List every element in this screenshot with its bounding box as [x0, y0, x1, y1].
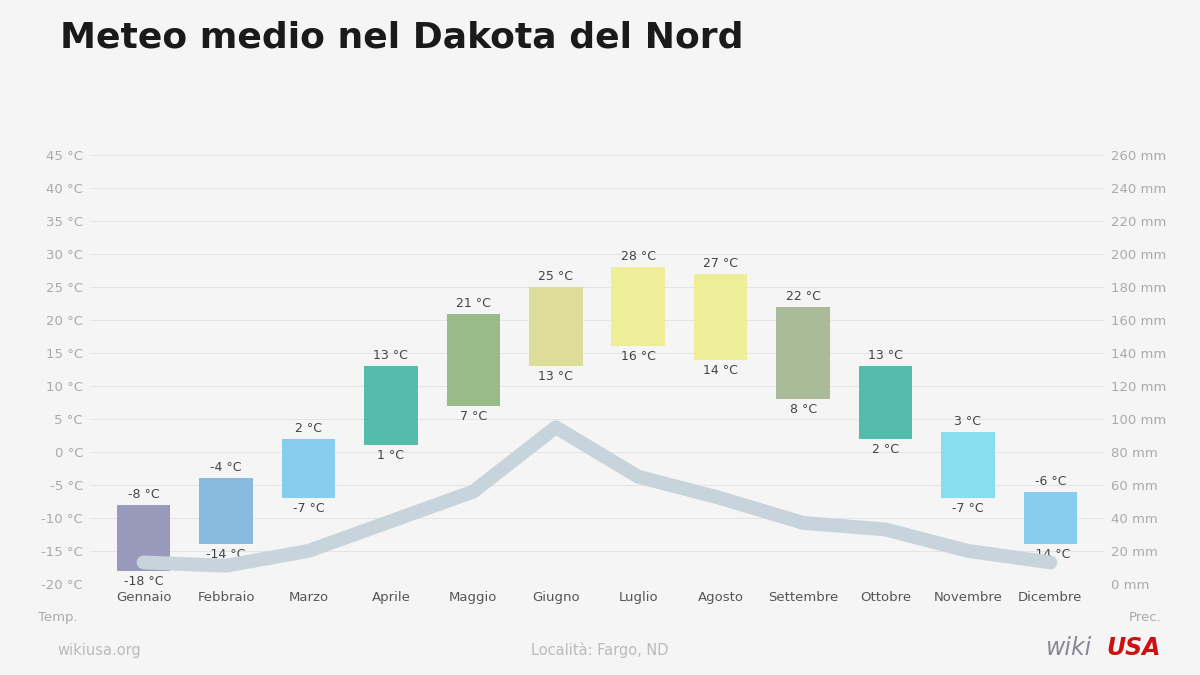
- Text: 2 °C: 2 °C: [872, 443, 899, 456]
- Bar: [1024, 491, 1078, 544]
- Text: 8 °C: 8 °C: [790, 403, 817, 416]
- Text: -7 °C: -7 °C: [952, 502, 984, 515]
- Bar: [282, 439, 335, 498]
- Text: 2 °C: 2 °C: [295, 422, 322, 435]
- Bar: [776, 307, 830, 399]
- Bar: [694, 274, 748, 360]
- Text: Località: Fargo, ND: Località: Fargo, ND: [532, 642, 668, 658]
- Text: -14 °C: -14 °C: [206, 548, 246, 562]
- Bar: [199, 479, 253, 544]
- Text: 13 °C: 13 °C: [539, 370, 574, 383]
- Text: wikiusa.org: wikiusa.org: [58, 643, 142, 658]
- Text: 3 °C: 3 °C: [954, 415, 982, 428]
- Text: 25 °C: 25 °C: [539, 270, 574, 284]
- Text: Meteo medio nel Dakota del Nord: Meteo medio nel Dakota del Nord: [60, 20, 744, 54]
- Text: -14 °C: -14 °C: [1031, 548, 1070, 562]
- Bar: [446, 313, 500, 406]
- Text: 13 °C: 13 °C: [868, 349, 902, 362]
- Text: 28 °C: 28 °C: [620, 250, 655, 263]
- Text: 22 °C: 22 °C: [786, 290, 821, 303]
- Text: -18 °C: -18 °C: [124, 574, 163, 588]
- Bar: [612, 267, 665, 346]
- Text: 13 °C: 13 °C: [373, 349, 408, 362]
- Text: 21 °C: 21 °C: [456, 296, 491, 310]
- Text: 16 °C: 16 °C: [620, 350, 655, 363]
- Text: -7 °C: -7 °C: [293, 502, 324, 515]
- Bar: [364, 367, 418, 446]
- Text: Temp.: Temp.: [38, 611, 78, 624]
- Bar: [859, 367, 912, 439]
- Text: -4 °C: -4 °C: [210, 462, 241, 475]
- Bar: [116, 505, 170, 570]
- Text: -8 °C: -8 °C: [127, 488, 160, 501]
- Text: Prec.: Prec.: [1129, 611, 1162, 624]
- Text: 27 °C: 27 °C: [703, 257, 738, 270]
- Bar: [941, 432, 995, 498]
- Text: 14 °C: 14 °C: [703, 364, 738, 377]
- Text: 1 °C: 1 °C: [378, 450, 404, 462]
- Text: 7 °C: 7 °C: [460, 410, 487, 423]
- Text: wiki: wiki: [1046, 636, 1093, 660]
- Text: USA: USA: [1106, 636, 1160, 660]
- Text: -6 °C: -6 °C: [1034, 475, 1066, 487]
- Bar: [529, 287, 582, 367]
